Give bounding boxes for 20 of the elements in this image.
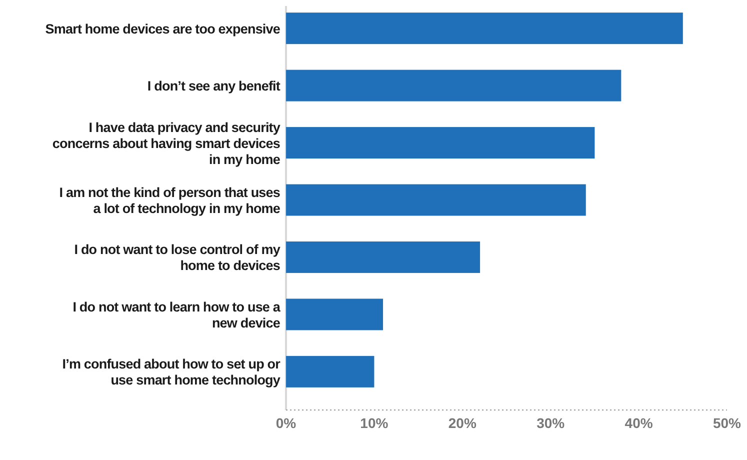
bar: [286, 184, 586, 216]
y-tick-label: I don’t see any benefit: [147, 78, 281, 94]
bar: [286, 298, 384, 330]
y-tick-label: Smart home devices are too expensive: [45, 20, 281, 36]
y-tick-label: I do not want to lose control of my home to devices: [74, 242, 281, 273]
x-tick-label: 20%: [448, 415, 477, 431]
x-tick-label: 0%: [276, 415, 297, 431]
bar: [286, 241, 480, 273]
x-tick-label: 50%: [712, 415, 742, 431]
y-tick-label: I have data privacy and security concerns about having smart devices in my home: [52, 119, 281, 166]
x-tick-label: 40%: [624, 415, 654, 431]
y-tick-label: I am not the kind of person that uses a lot of technology in my home: [59, 184, 281, 216]
bar: [286, 70, 622, 102]
x-tick-label: 30%: [536, 415, 566, 431]
bar: [286, 127, 595, 159]
x-tick-label: 10%: [360, 415, 389, 431]
bar: [286, 12, 683, 44]
y-tick-label: I do not want to learn how to use a new device: [72, 298, 281, 330]
y-tick-label: I’m confused about how to set up or use smart home technology: [62, 356, 282, 388]
bar: [286, 356, 374, 388]
